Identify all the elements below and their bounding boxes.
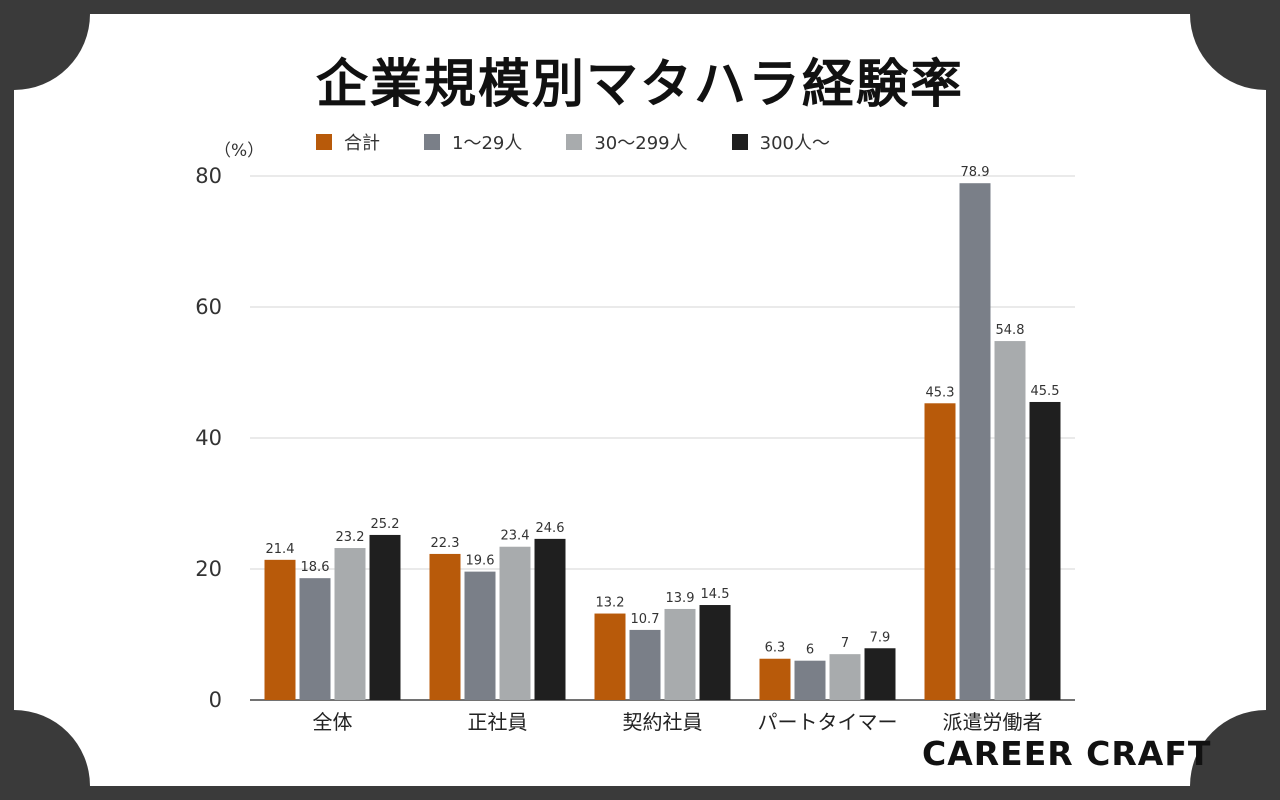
legend-swatch [424,134,440,150]
bar-value-label: 45.5 [1031,384,1060,399]
bar-value-label: 54.8 [996,323,1025,338]
legend-swatch [566,134,583,150]
bar [499,546,531,700]
bar-value-label: 7.9 [870,630,891,645]
x-category-label: 契約社員 [623,710,703,734]
bar [264,559,296,700]
y-tick-label: 0 [209,688,222,712]
bar-value-label: 45.3 [926,385,955,400]
x-category-label: 正社員 [468,710,528,734]
legend-label: 30〜299人 [594,133,688,154]
bar [794,660,826,700]
bar-value-label: 13.2 [596,596,625,611]
legend-item-total: 合計 [316,129,380,155]
bar [864,648,896,700]
legend-item-large: 300人〜 [731,129,830,155]
bar-value-label: 18.6 [301,560,330,575]
chart-legend: 合計 1〜29人 30〜299人 300人〜 [316,130,874,154]
bar-value-label: 6.3 [765,641,786,656]
bar-value-label: 19.6 [466,554,495,569]
bar [334,548,366,700]
bar-value-label: 6 [806,643,814,658]
bar [699,605,731,700]
y-tick-label: 80 [195,164,222,188]
legend-label: 1〜29人 [452,133,523,154]
bar [369,534,401,700]
bar [924,403,956,700]
bar [829,654,861,700]
bar-value-label: 23.2 [336,530,365,545]
x-category-label: 派遣労働者 [943,710,1043,734]
bar [629,629,661,700]
legend-swatch [316,134,332,150]
bar-value-label: 13.9 [666,591,695,606]
bar [1029,401,1061,700]
bar-value-label: 7 [841,636,849,651]
chart-title: 企業規模別マタハラ経験率 [315,55,964,115]
bar-value-label: 25.2 [371,517,400,532]
x-category-label: パートタイマー [758,710,898,734]
y-tick-label: 40 [195,426,222,450]
y-tick-label: 20 [195,557,222,581]
y-tick-label: 60 [195,295,222,319]
legend-label: 300人〜 [759,133,830,154]
bar [429,553,461,700]
bar-value-label: 21.4 [266,542,295,557]
bar [594,613,626,700]
brand-logo: CAREER CRAFT [922,734,1212,773]
bar-value-label: 14.5 [701,587,730,602]
bar [664,608,696,700]
bar [534,538,566,700]
bar-value-label: 24.6 [536,521,565,536]
legend-swatch [731,134,748,150]
bar-value-label: 10.7 [631,612,660,627]
legend-item-small: 1〜29人 [424,129,522,155]
bar [464,571,496,700]
legend-item-medium: 30〜299人 [566,129,688,155]
bar [994,341,1026,700]
legend-label: 合計 [344,133,380,154]
y-axis-unit-label: （%） [214,141,265,161]
bar-value-label: 22.3 [431,536,460,551]
bar [959,183,991,700]
bar [299,578,331,700]
bar-value-label: 23.4 [501,529,530,544]
x-category-label: 全体 [313,710,353,734]
bar-value-label: 78.9 [961,165,990,180]
bar [759,658,791,700]
